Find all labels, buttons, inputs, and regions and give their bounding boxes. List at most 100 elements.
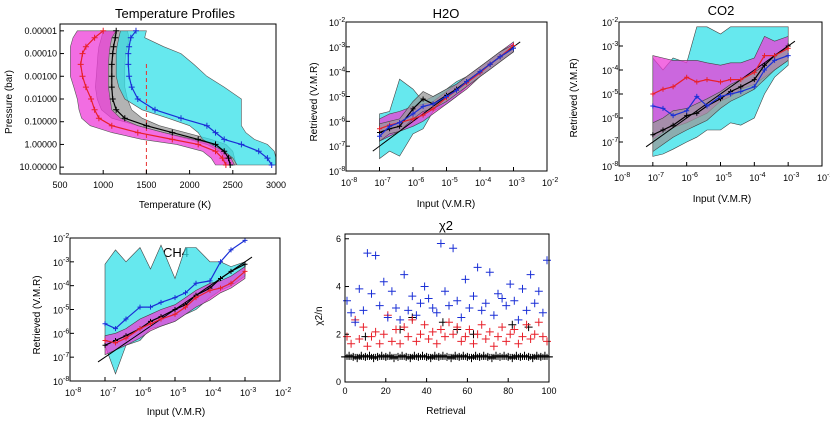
co2-point-red [772,53,778,59]
chi2-point-blue [424,294,433,303]
ch4-xtick-label: 10-7 [100,387,116,398]
co2-point-blue [728,91,734,97]
ch4-xtick-label: 10-6 [135,387,151,398]
ch4-point-red [113,340,118,346]
h2o-xtick-label: 10-6 [408,177,424,188]
chi2-point-red [379,330,388,339]
y-axis-label-co2: Retrieved (V.M.R) [569,58,580,137]
temp-point-black [113,27,120,34]
y-axis-label-h2o: Retrieved (V.M.R) [309,62,320,141]
temp-point-blue [255,148,262,155]
temp-xtick-label: 1500 [136,180,156,190]
chi2-point-blue [387,287,396,296]
chi2-point-red [526,335,535,343]
chi2-point-blue [412,311,421,320]
co2-xtick-label: 10-3 [783,172,799,183]
chi2-point-red [436,325,445,334]
co2-point-black [684,113,690,119]
ch4-point-blue [113,326,118,332]
co2-point-red [718,79,723,85]
chi2-point-blue [428,304,437,312]
x-axis-label-retrieval: Retrieval [426,406,465,417]
ch4-xtick-label: 10-4 [205,387,221,398]
chi2-point-red [502,337,511,346]
ch4-ytick-label: 10-2 [53,233,69,244]
co2-point-blue [772,57,778,63]
temp-point-blue [134,96,141,102]
temp-xtick-label: 3000 [266,180,286,190]
temp-point-blue [128,84,135,91]
temp-point-red [88,96,95,102]
chi2-point-blue [383,313,392,322]
chi2-point-red [510,325,519,334]
ch4-point-blue [207,278,213,284]
ch4-ytick-label: 10-7 [53,352,69,363]
chi2-point-blue [502,301,511,310]
co2-point-blue [704,103,710,109]
co2-xtick-label: 10-4 [749,172,765,183]
chi2-point-blue [506,280,515,289]
co2-ytick-label: 10-4 [602,65,618,76]
co2-point-red [738,77,744,83]
h2o-plot-area [372,41,521,160]
chi2-point-blue [477,306,486,315]
co2-point-red [650,91,656,97]
co2-point-black [694,110,700,116]
chi2-xtick-label: 20 [381,386,391,396]
chi2-point-red [473,330,482,339]
temp-point-blue [125,50,132,57]
h2o-point-blue [464,79,470,85]
ch4-xtick-label: 10-5 [170,387,186,398]
chart-title-chi2: χ2 [439,218,453,233]
chi2-point-red [404,332,413,341]
chi2-point-blue [530,299,539,308]
ch4-xtick-label: 10-8 [65,387,81,398]
chi2-point-red [375,339,384,348]
h2o-ytick-label: 10-3 [329,42,345,53]
co2-point-black [650,132,656,138]
chi2-point-blue [392,304,400,312]
h2o-point-blue [477,69,483,75]
chi2-point-red [387,337,396,346]
co2-ytick-label: 10-7 [602,137,618,148]
chi2-point-red [428,327,437,336]
temp-point-blue [127,34,134,41]
ch4-point-blue [137,304,143,310]
chi2-point-red [481,335,490,343]
chi2-point-red [453,323,462,332]
ch4-point-red [218,285,223,291]
chi2-point-red [445,318,453,327]
chi2-point-blue [538,308,547,317]
ch4-ytick-label: 10-8 [53,376,69,387]
ch4-point-red [242,268,248,274]
chi2-xtick-label: 60 [462,386,472,396]
chi2-point-red [489,342,498,351]
ch4-plot-area [97,238,253,375]
h2o-xtick-label: 10-7 [375,177,391,188]
chart-title-co2: CO2 [708,3,735,18]
chi2-point-red [477,320,486,329]
chi2-point-red [363,342,372,351]
chi2-plot-frame [344,233,550,383]
chi2-point-red [355,335,364,343]
ch4-point-black [102,342,108,348]
chi2-point-blue [543,256,551,265]
temp-point-blue [178,115,184,122]
chi2-point-red [506,330,515,339]
temp-ytick-label: 0.00010 [24,49,57,59]
co2-ytick-label: 10-6 [602,113,618,124]
co2-point-red [694,79,700,85]
ch4-point-red [172,311,178,317]
temp-point-red [108,122,115,129]
ch4-ytick-label: 10-6 [53,328,69,339]
x-axis-label-co2: Input (V.M.R) [693,194,752,205]
chi2-xtick-label: 40 [422,386,432,396]
co2-point-blue [660,105,666,111]
chi2-point-blue [469,292,478,301]
y-axis-label-chi2n: χ2/n [314,306,325,325]
temp-point-red [77,61,84,68]
ch4-xtick-label: 10-3 [240,387,256,398]
chi2-point-red [494,332,502,341]
chi2-point-blue [355,284,364,293]
